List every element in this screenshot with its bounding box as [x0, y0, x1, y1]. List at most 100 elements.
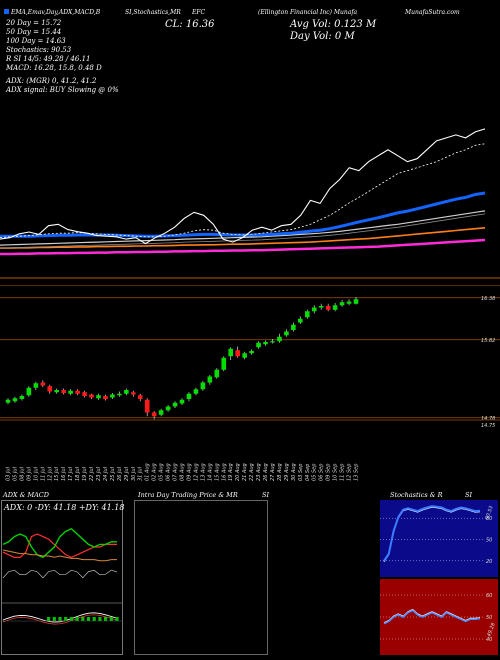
- candle-body: [339, 302, 345, 306]
- candle-body: [228, 348, 234, 357]
- candle-body: [158, 410, 164, 415]
- date-label: 30 Jul: [131, 466, 137, 481]
- candle-body: [304, 311, 310, 318]
- date-label: 11 Sep: [340, 464, 346, 481]
- stoch-current-value: 90.53: [484, 505, 495, 521]
- candle-body: [249, 351, 254, 354]
- stoch-panel-title: Stochastics & R: [390, 491, 443, 499]
- candle-body: [89, 394, 94, 398]
- day-volume: Day Vol: 0 M: [290, 31, 355, 42]
- candle-body: [117, 393, 122, 396]
- adx-panel-frame: [1, 500, 123, 655]
- date-label: 23 Jul: [96, 466, 102, 481]
- candle-body: [284, 331, 289, 336]
- date-label: 12 Sep: [347, 464, 353, 481]
- adx-block: ADX: (MGR) 0, 41.2, 41.2 ADX signal: BUY…: [6, 77, 119, 95]
- date-label: 06 Aug: [166, 463, 172, 481]
- candle-body: [110, 394, 115, 398]
- date-label: 19 Aug: [228, 463, 234, 481]
- adx-line: [2, 549, 117, 562]
- stoch-tick-label: 50: [486, 538, 492, 544]
- macd-signal-line: [2, 614, 118, 625]
- adx-signal-text: ADX signal: BUY Slowing @ 0%: [6, 86, 119, 94]
- intraday-panel-title: Intra Day Trading Price & MR: [138, 491, 238, 499]
- adx-minus-dy-line: [2, 533, 117, 559]
- date-label: 20 Aug: [235, 463, 241, 481]
- date-label: 04 Sep: [305, 464, 311, 481]
- ma-chart: [0, 128, 500, 279]
- candle-body: [235, 350, 240, 357]
- macd-histogram-bar: [104, 617, 108, 621]
- stoch-panel: 80 50 20 90.53: [380, 500, 498, 577]
- candle-body: [277, 336, 282, 342]
- day-vol-value: 0: [334, 31, 342, 42]
- macd-line: [2, 612, 118, 623]
- date-label: 12 Jul: [47, 466, 53, 481]
- candle-body: [54, 390, 60, 393]
- stoch-tick-label: 20: [486, 559, 492, 565]
- candle-body: [353, 299, 359, 304]
- close-price: CL: 16.36: [165, 19, 215, 30]
- date-label: 26 Jul: [117, 466, 123, 481]
- date-label: 26 Aug: [263, 463, 269, 481]
- date-label: 29 Aug: [284, 463, 290, 481]
- stochastics-text: Stochastics: 90.53: [6, 46, 72, 54]
- candle-body: [144, 399, 150, 413]
- price-tick-label: 14.78: [481, 416, 495, 422]
- credit: MunafaSutra.com: [405, 9, 460, 16]
- candle-body: [40, 382, 46, 386]
- si-tick-label: 60: [486, 593, 492, 599]
- candle-body: [311, 307, 317, 312]
- macd-histogram-bar: [81, 617, 85, 621]
- candle-body: [214, 369, 220, 378]
- date-label: 22 Aug: [249, 463, 255, 481]
- date-label: 06 Sep: [319, 464, 325, 481]
- candle-body: [346, 301, 352, 304]
- si-current-value: 49.28: [486, 622, 497, 638]
- macd-histogram-bar: [115, 617, 119, 621]
- date-label: 10 Sep: [333, 464, 339, 481]
- avg-vol-unit: M: [365, 19, 377, 30]
- adx-plus-dy-line: [2, 527, 117, 559]
- price-tick-label: 15.82: [481, 338, 495, 344]
- date-label: 31 Jul: [138, 466, 144, 481]
- stoch-si-label: SI: [465, 491, 473, 499]
- adx-panel: [1, 500, 123, 655]
- date-label: 07 Aug: [173, 463, 179, 481]
- candle-body: [103, 396, 108, 399]
- date-label: 09 Sep: [326, 464, 332, 481]
- stoch-line: [383, 505, 481, 562]
- company-name: (Ellington Financial Inc) Munafa: [258, 9, 358, 16]
- close-value: 16.36: [185, 19, 215, 30]
- candle-body: [151, 412, 157, 417]
- date-label: 15 Aug: [214, 463, 220, 481]
- date-label: 12 Aug: [193, 463, 199, 481]
- candle-body: [242, 353, 247, 358]
- candle-body: [96, 395, 101, 399]
- macd-histogram-bar: [52, 617, 56, 621]
- date-label: 13 Sep: [354, 464, 360, 481]
- macd-histogram-bar: [58, 617, 62, 621]
- candle-body: [172, 402, 178, 407]
- date-label: 05 Aug: [159, 463, 165, 481]
- avg-vol-value: 0.123: [334, 19, 363, 30]
- candle-body: [68, 390, 73, 394]
- ma-line-200-day: [0, 227, 486, 249]
- adx-values-text: ADX: 0 -DY: 41.18 +DY: 41.18: [4, 503, 125, 512]
- ema50-line-text: 50 Day = 15.44: [6, 28, 62, 36]
- date-label: 15 Jul: [54, 466, 60, 481]
- date-label: 17 Jul: [68, 466, 74, 481]
- price-tick-label: 14.75: [481, 423, 495, 429]
- si-tick-label: 50: [486, 615, 492, 621]
- info-block: 20 Day = 15.72 50 Day = 15.44 100 Day = …: [6, 19, 102, 73]
- date-label: 02 Aug: [152, 463, 158, 481]
- date-label: 28 Aug: [277, 463, 283, 481]
- candle-body: [318, 306, 324, 308]
- date-label: 05 Sep: [312, 464, 318, 481]
- candle-body: [179, 399, 185, 404]
- legend-swatch: [4, 9, 9, 14]
- candle-body: [332, 305, 338, 310]
- date-label: 22 Jul: [89, 466, 95, 481]
